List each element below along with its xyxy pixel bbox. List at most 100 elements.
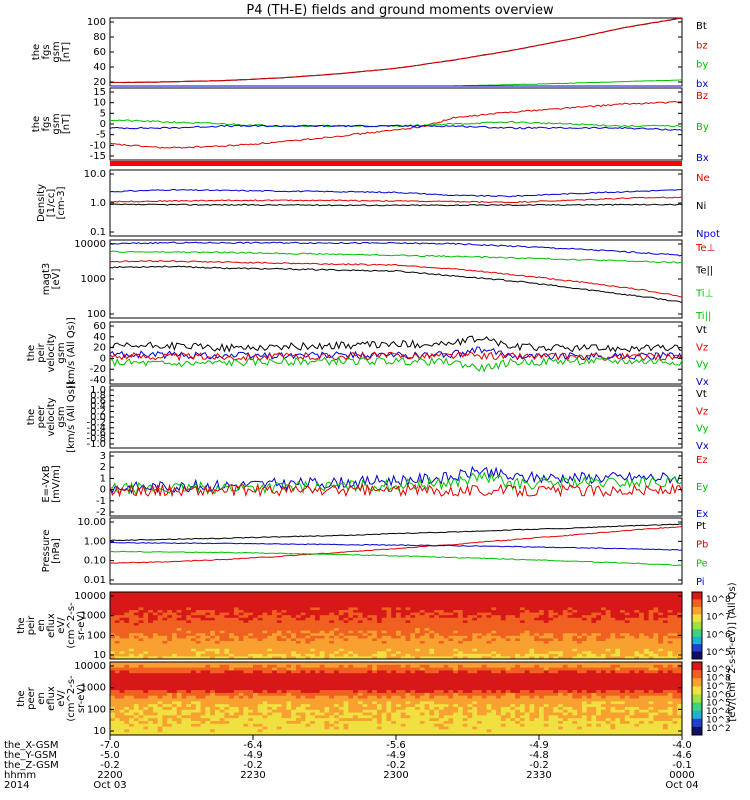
heatmap-cell xyxy=(534,638,540,642)
heatmap-cell xyxy=(148,628,154,632)
heatmap-cell xyxy=(195,681,201,685)
heatmap-cell xyxy=(253,684,259,688)
heatmap-cell xyxy=(667,607,673,611)
heatmap-cell xyxy=(143,684,149,688)
heatmap-cell xyxy=(334,651,340,655)
heatmap-cell xyxy=(381,602,387,606)
heatmap-cell xyxy=(615,612,621,616)
heatmap-cell xyxy=(262,612,268,616)
heatmap-cell xyxy=(143,715,149,719)
heatmap-cell xyxy=(453,653,459,657)
heatmap-cell xyxy=(543,615,549,619)
heatmap-cell xyxy=(529,651,535,655)
heatmap-cell xyxy=(548,653,554,657)
heatmap-cell xyxy=(434,617,440,621)
heatmap-cell xyxy=(500,592,507,595)
heatmap-cell xyxy=(510,592,516,595)
heatmap-cell xyxy=(348,592,354,595)
heatmap-cell xyxy=(171,656,178,660)
heatmap-cell xyxy=(553,599,559,603)
heatmap-cell xyxy=(195,638,201,642)
heatmap-cell xyxy=(314,594,321,598)
heatmap-cell xyxy=(300,695,306,699)
heatmap-cell xyxy=(243,656,249,660)
heatmap-cell xyxy=(443,612,449,616)
heatmap-cell xyxy=(329,607,335,611)
heatmap-cell xyxy=(291,712,297,716)
heatmap-cell xyxy=(267,625,273,629)
heatmap-cell xyxy=(257,729,263,733)
heatmap-cell xyxy=(648,656,654,660)
heatmap-cell xyxy=(438,610,445,614)
heatmap-cell xyxy=(505,643,511,647)
heatmap-cell xyxy=(195,643,201,647)
heatmap-cell xyxy=(267,667,273,671)
heatmap-cell xyxy=(253,698,259,702)
heatmap-cell xyxy=(257,617,263,621)
heatmap-cell xyxy=(553,612,559,616)
heatmap-cell xyxy=(191,712,197,716)
heatmap-cell xyxy=(434,643,440,647)
heatmap-cell xyxy=(438,633,445,637)
heatmap-cell xyxy=(243,622,249,626)
legend-label-By: By xyxy=(696,122,709,133)
heatmap-cell xyxy=(200,729,206,733)
heatmap-cell xyxy=(400,615,406,619)
heatmap-cell xyxy=(167,723,173,727)
heatmap-cell xyxy=(496,646,502,650)
heatmap-cell xyxy=(295,715,302,719)
heatmap-cell xyxy=(353,594,359,598)
heatmap-cell xyxy=(362,604,368,608)
heatmap-cell xyxy=(586,630,592,634)
y-axis-label-line: velocity xyxy=(46,397,57,436)
heatmap-cell xyxy=(157,678,163,683)
heatmap-cell xyxy=(334,592,340,595)
heatmap-cell xyxy=(481,638,487,642)
heatmap-cell xyxy=(176,610,182,614)
heatmap-cell xyxy=(248,723,254,727)
heatmap-cell xyxy=(334,594,340,598)
heatmap-cell xyxy=(391,692,397,697)
heatmap-cell xyxy=(539,602,545,606)
heatmap-cell xyxy=(281,667,287,671)
heatmap-cell xyxy=(486,620,492,624)
heatmap-cell xyxy=(591,648,597,652)
heatmap-cell xyxy=(143,687,149,691)
heatmap-cell xyxy=(114,676,120,680)
heatmap-cell xyxy=(515,615,521,619)
heatmap-cell xyxy=(262,638,268,642)
heatmap-cell xyxy=(553,653,559,657)
colorbar-segment xyxy=(692,651,702,660)
heatmap-cell xyxy=(205,625,211,629)
heatmap-cell xyxy=(214,673,221,677)
heatmap-cell xyxy=(357,635,364,639)
heatmap-cell xyxy=(496,628,502,632)
heatmap-cell xyxy=(586,653,592,657)
heatmap-cell xyxy=(620,597,626,601)
heatmap-cell xyxy=(396,628,402,632)
heatmap-cell xyxy=(138,646,144,650)
heatmap-cell xyxy=(262,676,268,680)
heatmap-cell xyxy=(181,673,187,677)
heatmap-cell xyxy=(353,726,359,730)
heatmap-cell xyxy=(400,599,406,603)
heatmap-cell xyxy=(348,625,354,629)
heatmap-cell xyxy=(396,612,402,616)
heatmap-cell xyxy=(267,678,273,683)
heatmap-cell xyxy=(191,723,197,727)
heatmap-cell xyxy=(310,602,316,606)
heatmap-cell xyxy=(148,630,154,634)
heatmap-cell xyxy=(581,625,588,629)
heatmap-cell xyxy=(214,681,221,685)
heatmap-cell xyxy=(157,723,163,727)
heatmap-cell xyxy=(581,612,588,616)
heatmap-cell xyxy=(343,648,349,652)
heatmap-cell xyxy=(500,633,507,637)
heatmap-cell xyxy=(620,640,626,644)
heatmap-cell xyxy=(567,610,573,614)
heatmap-cell xyxy=(310,628,316,632)
heatmap-cell xyxy=(453,628,459,632)
heatmap-cell xyxy=(639,602,645,606)
heatmap-cell xyxy=(462,597,468,601)
heatmap-cell xyxy=(677,612,683,616)
